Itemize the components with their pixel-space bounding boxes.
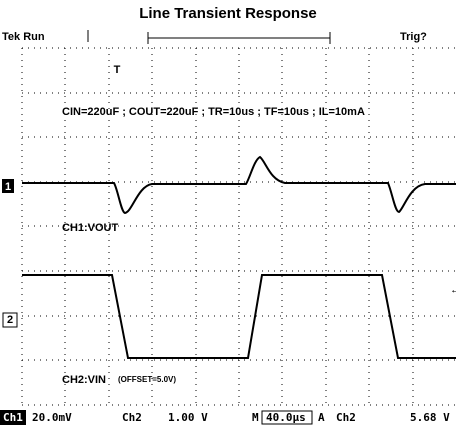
ch1-label: CH1:VOUT	[62, 222, 119, 234]
ch2-waveform	[22, 274, 456, 359]
ch2-name: Ch2	[122, 411, 142, 424]
ch2-note: (OFFSET=5.0V)	[118, 375, 176, 384]
ch2-scale: 1.00 V	[168, 411, 208, 424]
ch1-name: Ch1	[3, 411, 23, 424]
trigger-marker: T	[114, 64, 121, 76]
status: Tek Run	[2, 31, 45, 43]
ch2-marker: 2	[7, 314, 13, 326]
time-scale: 40.0µs	[266, 411, 306, 424]
time-box	[261, 410, 313, 425]
ch1-marker-bg	[2, 179, 14, 193]
trig-source: Ch2	[336, 411, 356, 424]
level-arrow: ←	[450, 284, 456, 296]
record-bar	[147, 32, 331, 44]
time-prefix: M	[252, 411, 259, 424]
ch1-name-bg	[0, 410, 26, 425]
trig-level: 5.68 V	[410, 411, 450, 424]
title: Line Transient Response	[139, 5, 317, 22]
ch1-marker: 1	[5, 181, 11, 193]
ch1-scale: 20.0mV	[32, 411, 72, 424]
trig-prefix: A	[318, 411, 325, 424]
ch2-marker-box	[2, 312, 18, 328]
ch1-waveform	[22, 155, 456, 215]
annotation: CIN=220uF ; COUT=220uF ; TR=10us ; TF=10…	[62, 106, 365, 118]
ch2-label: CH2:VIN	[62, 374, 106, 386]
trigger-state: Trig?	[400, 31, 427, 43]
